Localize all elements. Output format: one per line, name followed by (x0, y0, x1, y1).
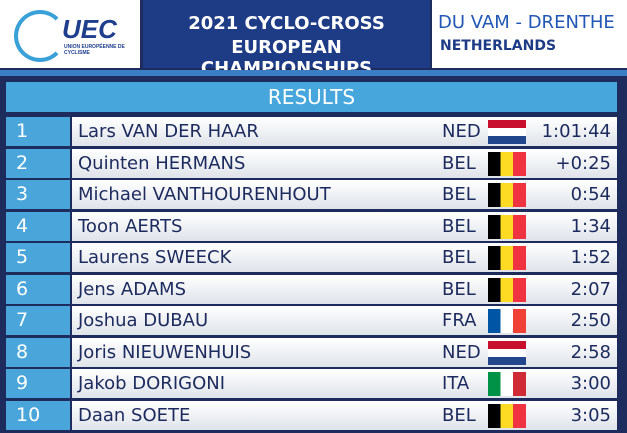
rider: Jakob DORIGONI (78, 373, 226, 394)
nation: BEL (442, 184, 476, 205)
logo-box: UEC UNION EUROPÉENNE DE CYCLISME (0, 0, 140, 68)
flag (488, 277, 526, 302)
logo-subtitle: UNION EUROPÉENNE DE CYCLISME (64, 44, 125, 56)
rider: Daan SOETE (78, 404, 191, 426)
result-row: 2 Quinten HERMANS BEL +0:25 (6, 148, 617, 178)
flag (488, 120, 526, 144)
flag (488, 309, 526, 333)
time: 0:54 (570, 184, 611, 205)
nation: BEL (442, 247, 476, 268)
result-row: 3 Michael VANTHOURENHOUT BEL 0:54 (6, 180, 617, 209)
result-row: 7 Joshua DUBAU FRA 2:50 (6, 306, 617, 335)
location-box: DU VAM - DRENTHE NETHERLANDS (432, 0, 627, 68)
result-row: 8 Joris NIEUWENHUIS NED 2:58 (6, 337, 617, 367)
result-row: 5 Laurens SWEECK BEL 1:52 (6, 243, 617, 272)
rider: Joris NIEUWENHUIS (78, 341, 252, 363)
time: 1:01:44 (541, 121, 611, 142)
time: 2:50 (570, 310, 611, 331)
rank: 6 (6, 274, 70, 304)
rank: 5 (6, 243, 70, 272)
country: NETHERLANDS (440, 38, 557, 54)
result-row: 10 Daan SOETE BEL 3:05 (6, 400, 617, 430)
table-title: RESULTS (6, 82, 617, 112)
nation: NED (442, 341, 481, 363)
rank: 8 (6, 337, 70, 367)
rider: Jens ADAMS (78, 278, 187, 300)
rider: Lars VAN DER HAAR (78, 121, 259, 142)
flag (488, 214, 526, 239)
row-body: Michael VANTHOURENHOUT BEL 0:54 (72, 180, 617, 209)
rider: Toon AERTS (78, 215, 183, 237)
row-body: Jens ADAMS BEL 2:07 (72, 274, 617, 304)
rank: 9 (6, 369, 70, 398)
result-row: 4 Toon AERTS BEL 1:34 (6, 211, 617, 241)
flag (488, 340, 526, 365)
result-row: 9 Jakob DORIGONI ITA 3:00 (6, 369, 617, 398)
nation: NED (442, 121, 481, 142)
logo-text: UEC (62, 14, 117, 44)
nation: BEL (442, 215, 476, 237)
result-row: 6 Jens ADAMS BEL 2:07 (6, 274, 617, 304)
flag (488, 372, 526, 396)
rank: 1 (6, 117, 70, 146)
row-body: Daan SOETE BEL 3:05 (72, 400, 617, 430)
row-body: Joris NIEUWENHUIS NED 2:58 (72, 337, 617, 367)
logo-ring (14, 10, 66, 62)
nation: FRA (442, 310, 477, 331)
time: 1:34 (570, 215, 611, 237)
rank: 10 (6, 400, 70, 430)
time: 3:05 (570, 404, 611, 426)
divider (0, 70, 627, 76)
time: 2:07 (570, 278, 611, 300)
rider: Quinten HERMANS (78, 152, 246, 174)
row-body: Laurens SWEECK BEL 1:52 (72, 243, 617, 272)
row-body: Lars VAN DER HAAR NED 1:01:44 (72, 117, 617, 146)
nation: BEL (442, 404, 476, 426)
nation: BEL (442, 152, 476, 174)
time: 3:00 (570, 373, 611, 394)
location: DU VAM - DRENTHE (438, 12, 615, 33)
rider: Joshua DUBAU (78, 310, 209, 331)
time: +0:25 (555, 152, 611, 174)
nation: BEL (442, 278, 476, 300)
rank: 4 (6, 211, 70, 241)
flag (488, 151, 526, 176)
time: 2:58 (570, 341, 611, 363)
title-line: 2021 CYCLO-CROSS (188, 13, 385, 34)
rank: 7 (6, 306, 70, 335)
rider: Michael VANTHOURENHOUT (78, 184, 331, 205)
row-body: Quinten HERMANS BEL +0:25 (72, 148, 617, 178)
flag (488, 183, 526, 207)
rank: 3 (6, 180, 70, 209)
time: 1:52 (570, 247, 611, 268)
row-body: Toon AERTS BEL 1:34 (72, 211, 617, 241)
rank: 2 (6, 148, 70, 178)
rider: Laurens SWEECK (78, 247, 232, 268)
row-body: Jakob DORIGONI ITA 3:00 (72, 369, 617, 398)
title-box: 2021 CYCLO-CROSS EUROPEAN CHAMPIONSHIPS (143, 0, 430, 79)
flag (488, 403, 526, 428)
nation: ITA (442, 373, 470, 394)
flag (488, 246, 526, 270)
row-body: Joshua DUBAU FRA 2:50 (72, 306, 617, 335)
result-row: 1 Lars VAN DER HAAR NED 1:01:44 (6, 117, 617, 146)
